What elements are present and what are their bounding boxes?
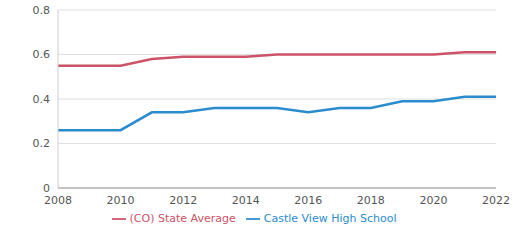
svg-text:2018: 2018 (357, 194, 385, 207)
svg-text:2020: 2020 (419, 194, 447, 207)
html-text:Castle View High School: Castle View High School (263, 212, 397, 225)
svg-text:2010: 2010 (107, 194, 135, 207)
svg-text:0.2: 0.2 (33, 137, 51, 150)
svg-text:2014: 2014 (232, 194, 260, 207)
svg-text:2012: 2012 (169, 194, 197, 207)
html-text:(CO) State Average: (CO) State Average (129, 212, 236, 225)
svg-text:2022: 2022 (482, 194, 510, 207)
svg-text:0.4: 0.4 (33, 93, 51, 106)
svg-text:0.6: 0.6 (33, 48, 51, 61)
svg-text:0: 0 (43, 182, 50, 195)
svg-text:0.8: 0.8 (33, 4, 51, 17)
svg-text:2016: 2016 (294, 194, 322, 207)
svg-text:2008: 2008 (44, 194, 72, 207)
